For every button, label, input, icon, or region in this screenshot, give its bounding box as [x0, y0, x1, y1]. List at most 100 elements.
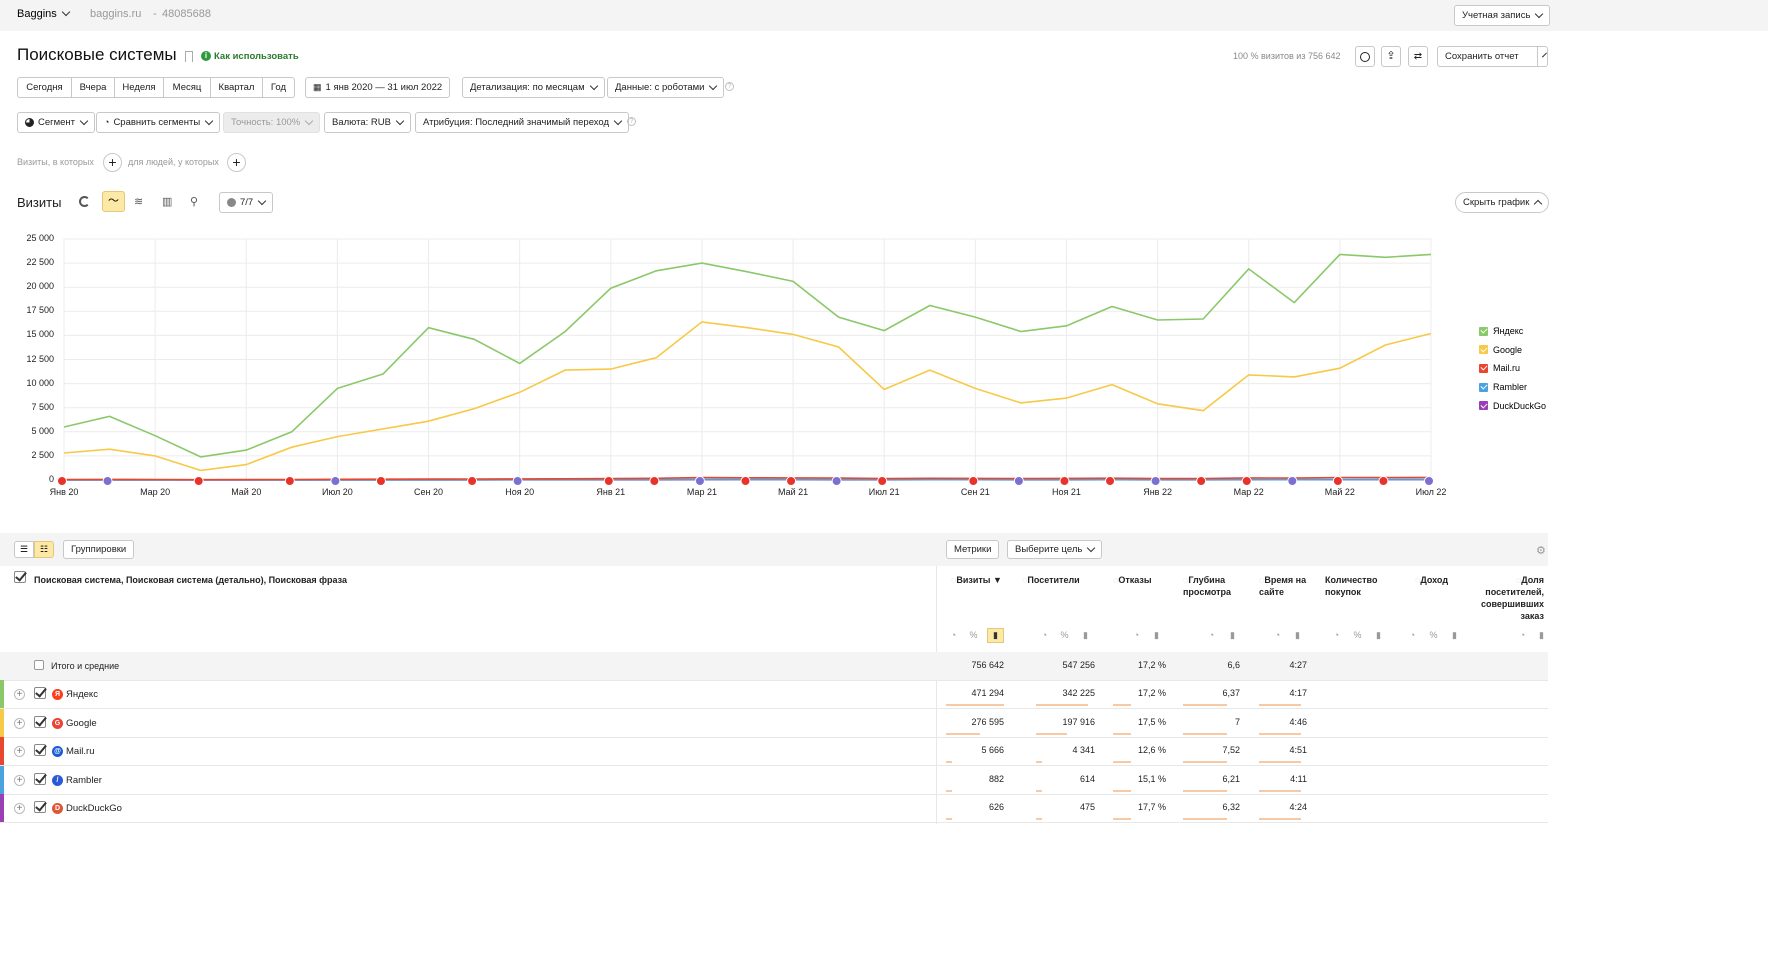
detail-select[interactable]: Детализация: по месяцам [462, 77, 605, 98]
period-month[interactable]: Месяц [163, 77, 211, 98]
expand-icon[interactable]: + [14, 746, 25, 758]
row-label[interactable]: Яндекс [66, 689, 98, 700]
pie-icon[interactable]: ◔ [1041, 630, 1048, 640]
row-checkbox[interactable] [34, 687, 46, 702]
legend-checkbox[interactable] [1479, 382, 1488, 392]
percent-icon[interactable]: % [1060, 630, 1069, 640]
how-to-use-link[interactable]: Как использовать [214, 51, 299, 62]
data-mode-select[interactable]: Данные: с роботами [607, 77, 725, 98]
annotation-marker[interactable] [1150, 476, 1161, 486]
bar-icon[interactable]: ▮ [1295, 630, 1300, 640]
column-depth[interactable]: ◌Глубина просмотра [1183, 575, 1232, 597]
legend-checkbox[interactable] [1479, 345, 1488, 355]
legend-item[interactable]: DuckDuckGo [1479, 401, 1546, 411]
row-checkbox[interactable] [34, 801, 46, 816]
period-yesterday[interactable]: Вчера [71, 77, 115, 98]
bar-chart-icon[interactable]: ▥ [162, 196, 173, 208]
help-icon[interactable]: ? [627, 117, 636, 126]
history-button[interactable] [1355, 46, 1375, 67]
expand-icon[interactable]: + [14, 717, 25, 729]
help-icon[interactable]: ? [725, 82, 734, 91]
metrics-button[interactable]: Метрики [946, 540, 1000, 559]
add-people-filter-button[interactable]: + [227, 153, 246, 172]
annotation-marker[interactable] [330, 476, 341, 486]
percent-icon[interactable]: % [969, 630, 978, 640]
series-count-button[interactable]: 7/7 [219, 192, 274, 213]
annotation-marker[interactable] [1378, 476, 1389, 486]
legend-item[interactable]: Яндекс [1479, 326, 1523, 336]
legend-item[interactable]: Mail.ru [1479, 363, 1520, 373]
column-order-share[interactable]: ◌Доля посетителей, совершивших заказ [1480, 575, 1544, 621]
account-button[interactable]: Учетная запись [1454, 5, 1551, 26]
bar-icon[interactable]: ▮ [1452, 630, 1457, 640]
annotation-marker[interactable] [1013, 476, 1024, 486]
list-view-icon[interactable]: ☰ [14, 541, 34, 558]
bar-icon[interactable]: ▮ [1083, 630, 1088, 640]
bar-icon[interactable]: ▮ [1230, 630, 1235, 640]
pie-icon[interactable]: ◔ [1208, 630, 1215, 640]
bar-icon[interactable]: ▮ [1154, 630, 1159, 640]
series-line-яндекс[interactable] [63, 253, 1432, 458]
legend-item[interactable]: Rambler [1479, 382, 1527, 392]
pie-icon[interactable]: ◔ [1519, 630, 1526, 640]
bar-icon[interactable]: ▮ [987, 628, 1004, 643]
column-time[interactable]: ◌Время на сайте [1259, 575, 1307, 597]
row-label[interactable]: Rambler [66, 774, 102, 786]
annotation-marker[interactable] [193, 476, 204, 486]
annotation-marker[interactable] [1196, 476, 1207, 486]
pie-icon[interactable]: ◔ [1274, 630, 1281, 640]
annotation-marker[interactable] [467, 476, 478, 486]
annotation-marker[interactable] [1287, 476, 1298, 486]
row-checkbox[interactable] [34, 715, 46, 731]
column-purchases[interactable]: Количество покупок [1325, 575, 1378, 597]
expand-icon[interactable]: + [14, 689, 25, 700]
bar-icon[interactable]: ▮ [1376, 630, 1381, 640]
counter-selector[interactable]: Baggins [17, 7, 71, 20]
row-label[interactable]: Mail.ru [66, 746, 95, 758]
legend-checkbox[interactable] [1479, 401, 1488, 411]
settings-gear-icon[interactable]: ⚙ [1536, 545, 1546, 557]
row-label[interactable]: DuckDuckGo [66, 803, 122, 815]
currency-select[interactable]: Валюта: RUB [324, 112, 411, 133]
expand-icon[interactable]: + [14, 774, 25, 786]
period-year[interactable]: Год [262, 77, 295, 98]
annotation-marker[interactable] [603, 476, 614, 486]
export-button[interactable]: ⇪ [1381, 46, 1401, 67]
row-label[interactable]: Google [66, 717, 97, 729]
annotation-marker[interactable] [1241, 476, 1252, 486]
annotation-marker[interactable] [831, 476, 842, 486]
bookmark-icon[interactable] [185, 51, 193, 62]
annotation-marker[interactable] [284, 476, 295, 486]
column-bounce[interactable]: ◌Отказы [1113, 575, 1152, 585]
goal-select[interactable]: Выберите цель [1007, 540, 1103, 559]
percent-icon[interactable]: % [1353, 630, 1362, 640]
annotation-marker[interactable] [877, 476, 888, 486]
annotation-marker[interactable] [375, 476, 386, 486]
annotation-marker[interactable] [57, 476, 67, 486]
legend-item[interactable]: Google [1479, 345, 1522, 355]
pie-icon[interactable]: ◔ [1133, 630, 1140, 640]
hide-chart-button[interactable]: Скрыть график [1455, 192, 1550, 213]
annotation-marker[interactable] [740, 476, 751, 486]
pie-icon[interactable]: ◔ [950, 630, 957, 640]
map-icon[interactable]: ⚲ [190, 196, 199, 208]
compare-segments-button[interactable]: ◔ Сравнить сегменты [96, 112, 221, 133]
row-checkbox[interactable] [34, 772, 46, 788]
column-visits[interactable]: ◌Визиты ▼ [951, 575, 1002, 585]
expand-icon[interactable]: + [14, 803, 25, 815]
pie-chart-icon[interactable] [79, 196, 90, 207]
annotation-marker[interactable] [968, 476, 979, 486]
pie-icon[interactable]: ◔ [1333, 630, 1340, 640]
row-checkbox[interactable] [34, 744, 46, 759]
annotation-marker[interactable] [102, 476, 113, 486]
save-report-button[interactable]: Сохранить отчет [1437, 46, 1548, 67]
legend-checkbox[interactable] [1479, 363, 1488, 373]
bar-icon[interactable]: ▮ [1539, 630, 1544, 640]
column-visitors[interactable]: ◌Посетители [1022, 575, 1080, 585]
tree-view-icon[interactable]: ☷ [34, 541, 54, 558]
pie-icon[interactable]: ◔ [1409, 630, 1416, 640]
share-button[interactable]: ⇄ [1408, 46, 1428, 67]
segment-button[interactable]: Сегмент [17, 112, 96, 133]
dimension-checkbox[interactable] [14, 571, 26, 586]
annotation-marker[interactable] [512, 476, 523, 486]
